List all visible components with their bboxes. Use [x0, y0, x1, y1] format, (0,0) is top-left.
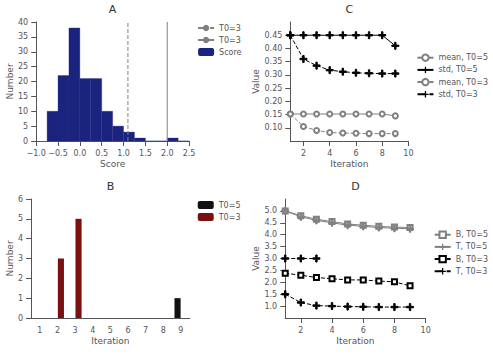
svg-text:1.0: 1.0	[117, 149, 130, 158]
svg-text:−1.0: −1.0	[26, 149, 45, 158]
svg-text:T0=3: T0=3	[218, 36, 241, 45]
svg-text:6: 6	[18, 195, 23, 204]
svg-text:3: 3	[18, 254, 23, 263]
svg-text:10: 10	[421, 326, 431, 335]
svg-text:0.15: 0.15	[265, 110, 283, 119]
svg-text:4: 4	[90, 326, 95, 335]
svg-text:1: 1	[37, 326, 42, 335]
svg-text:0.10: 0.10	[265, 123, 283, 132]
svg-text:3: 3	[73, 326, 78, 335]
svg-text:5: 5	[23, 122, 28, 131]
svg-text:20: 20	[18, 77, 28, 86]
svg-text:0.30: 0.30	[265, 70, 283, 79]
svg-text:40: 40	[18, 18, 28, 27]
svg-text:−0.5: −0.5	[48, 149, 67, 158]
svg-text:8: 8	[161, 326, 166, 335]
svg-text:8: 8	[380, 149, 385, 158]
svg-text:2: 2	[298, 326, 303, 335]
svg-text:2.0: 2.0	[161, 149, 174, 158]
svg-text:std, T0=5: std, T0=5	[438, 65, 477, 74]
svg-text:Iteration: Iteration	[91, 336, 129, 346]
svg-text:30: 30	[18, 47, 28, 56]
svg-text:6: 6	[361, 326, 366, 335]
svg-text:5: 5	[108, 326, 113, 335]
svg-text:2.5: 2.5	[183, 149, 196, 158]
svg-text:B, T0=3: B, T0=3	[456, 255, 488, 264]
svg-text:4.0: 4.0	[264, 230, 277, 239]
svg-text:8: 8	[392, 326, 397, 335]
svg-text:4: 4	[327, 149, 332, 158]
svg-text:0.5: 0.5	[95, 149, 108, 158]
svg-text:Score: Score	[219, 48, 241, 57]
svg-text:A: A	[109, 3, 117, 16]
svg-text:25: 25	[18, 62, 28, 71]
svg-text:3.5: 3.5	[264, 242, 277, 251]
svg-text:2: 2	[18, 274, 23, 283]
svg-text:5: 5	[18, 214, 23, 223]
svg-text:0: 0	[18, 314, 23, 323]
svg-text:7: 7	[143, 326, 148, 335]
svg-text:T0=5: T0=5	[218, 201, 241, 210]
svg-text:T, T0=5: T, T0=5	[455, 242, 488, 251]
svg-text:15: 15	[18, 92, 28, 101]
svg-text:3.0: 3.0	[264, 254, 277, 263]
svg-text:0: 0	[23, 137, 28, 146]
svg-text:2.0: 2.0	[264, 278, 277, 287]
svg-text:1.5: 1.5	[264, 290, 277, 299]
svg-text:1.5: 1.5	[139, 149, 152, 158]
svg-text:Value: Value	[251, 69, 261, 94]
svg-text:C: C	[346, 3, 354, 16]
svg-text:2: 2	[301, 149, 306, 158]
svg-text:9: 9	[178, 326, 183, 335]
svg-text:0.35: 0.35	[265, 57, 283, 66]
svg-text:1.0: 1.0	[264, 302, 277, 311]
svg-text:mean, T0=3: mean, T0=3	[438, 78, 488, 87]
svg-text:Value: Value	[251, 246, 261, 271]
svg-text:35: 35	[18, 32, 28, 41]
svg-text:B: B	[107, 180, 115, 193]
svg-text:1: 1	[18, 294, 23, 303]
svg-text:6: 6	[353, 149, 358, 158]
svg-text:Iteration: Iteration	[330, 159, 368, 169]
svg-text:Number: Number	[5, 240, 15, 276]
svg-text:0.0: 0.0	[74, 149, 87, 158]
svg-text:5.0: 5.0	[264, 206, 277, 215]
svg-text:T0=3: T0=3	[218, 24, 241, 33]
svg-text:2.5: 2.5	[264, 266, 277, 275]
svg-text:Number: Number	[5, 63, 15, 99]
svg-text:4: 4	[18, 234, 23, 243]
svg-text:std, T0=3: std, T0=3	[438, 90, 477, 99]
svg-text:0.40: 0.40	[265, 44, 283, 53]
svg-text:B, T0=5: B, T0=5	[456, 230, 488, 239]
svg-text:6: 6	[125, 326, 130, 335]
svg-text:4: 4	[329, 326, 334, 335]
svg-text:2: 2	[55, 326, 60, 335]
svg-text:D: D	[351, 180, 359, 193]
svg-text:0.45: 0.45	[265, 31, 283, 40]
svg-text:T, T0=3: T, T0=3	[455, 267, 488, 276]
svg-text:4.5: 4.5	[264, 218, 277, 227]
svg-text:Iteration: Iteration	[336, 336, 374, 346]
svg-text:10: 10	[18, 107, 28, 116]
svg-text:T0=3: T0=3	[218, 213, 241, 222]
svg-text:0.25: 0.25	[265, 84, 283, 93]
svg-text:mean, T0=5: mean, T0=5	[438, 53, 488, 62]
svg-text:Score: Score	[100, 159, 126, 169]
svg-text:10: 10	[403, 149, 413, 158]
svg-text:0.20: 0.20	[265, 97, 283, 106]
